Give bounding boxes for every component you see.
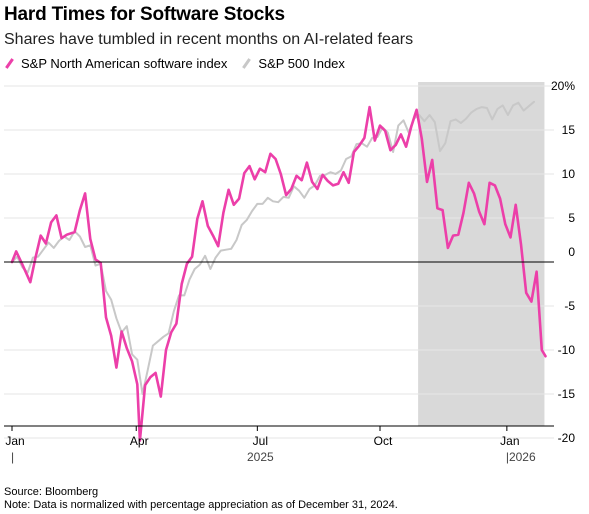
x-tick-label: Oct (374, 434, 393, 448)
legend-label-sp500: S&P 500 Index (258, 56, 345, 71)
legend-item-software: S&P North American software index (4, 56, 227, 71)
x-tick-label: Jan (5, 434, 24, 448)
x-tick-label: Jul (253, 434, 268, 448)
legend: S&P North American software index S&P 50… (4, 56, 345, 71)
x-tick-sublabel: |2026 (506, 450, 536, 464)
y-tick-label: 20% (551, 79, 575, 93)
y-tick-label: -20 (558, 431, 576, 445)
y-tick-label: -5 (564, 299, 575, 313)
series-line-sp500 (11, 100, 535, 395)
data-note: Note: Data is normalized with percentage… (4, 499, 398, 511)
x-tick-label: Apr (130, 434, 149, 448)
y-tick-label: 5 (568, 211, 575, 225)
y-tick-label: -10 (558, 343, 576, 357)
y-tick-label: 10 (562, 167, 576, 181)
y-tick-label: -15 (558, 387, 576, 401)
x-tick-label: Jan (500, 434, 519, 448)
legend-label-software: S&P North American software index (21, 56, 228, 71)
y-tick-label: 15 (562, 123, 576, 137)
legend-item-sp500: S&P 500 Index (241, 56, 345, 71)
x-tick-sublabel: 2025 (247, 450, 274, 464)
chart-title: Hard Times for Software Stocks (4, 4, 285, 25)
shaded-region (418, 82, 545, 426)
x-tick-sublabel: | (11, 450, 14, 464)
series-line-software (10, 105, 547, 442)
source-note: Source: Bloomberg (4, 486, 99, 498)
chart-subtitle: Shares have tumbled in recent months on … (4, 31, 414, 48)
y-tick-label: 0 (568, 245, 575, 259)
